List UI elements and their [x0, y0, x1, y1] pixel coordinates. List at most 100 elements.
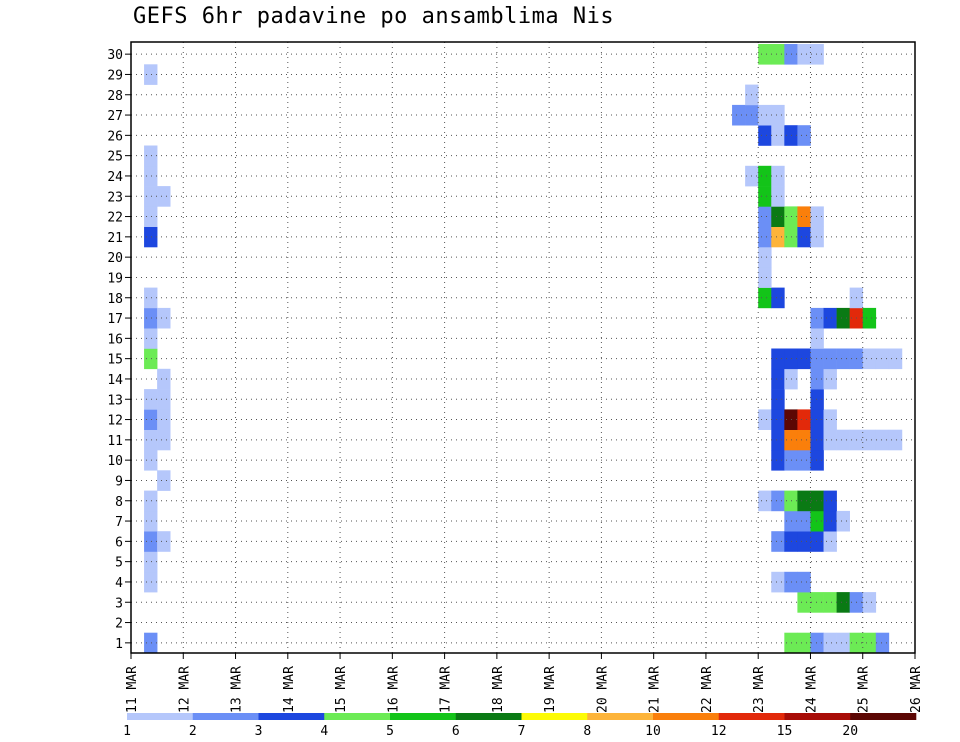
heatmap-cell	[144, 165, 158, 187]
heatmap-cell	[875, 632, 890, 654]
y-tick-label: 4	[115, 576, 123, 591]
heatmap-cell	[823, 632, 837, 654]
heatmap-cell	[810, 307, 824, 329]
y-tick-label: 16	[107, 332, 123, 347]
heatmap-cell	[144, 632, 158, 654]
x-tick-label: 22 MAR	[700, 666, 715, 713]
y-tick-label: 11	[107, 434, 123, 449]
heatmap-cell	[797, 531, 811, 552]
heatmap-cell	[144, 531, 158, 552]
heatmap-cell	[771, 226, 785, 248]
heatmap-cell	[758, 226, 772, 248]
legend-label: 7	[518, 724, 526, 739]
heatmap-cell	[810, 490, 824, 512]
heatmap-cell	[836, 510, 850, 532]
legend-label: 2	[189, 724, 197, 739]
y-tick-label: 8	[115, 495, 123, 510]
heatmap-cell	[797, 348, 811, 370]
y-tick-label: 19	[107, 271, 123, 286]
x-tick-label: 15 MAR	[334, 666, 349, 713]
y-tick-label: 7	[115, 515, 123, 530]
heatmap-cell	[758, 125, 772, 146]
heatmap-cell	[144, 226, 158, 248]
legend-swatch	[192, 713, 259, 720]
y-axis-ticks: 1234567891011121314151617181920212223242…	[107, 48, 131, 652]
heatmap-cell	[810, 368, 824, 390]
y-tick-label: 6	[115, 535, 123, 550]
heatmap-cell	[810, 348, 824, 370]
legend-label: 15	[777, 724, 793, 739]
heatmap-cell	[862, 632, 877, 654]
heatmap-cell	[797, 409, 811, 430]
heatmap-cell	[144, 307, 158, 329]
x-tick-label: 24 MAR	[804, 666, 819, 713]
heatmap-cell	[771, 450, 785, 471]
heatmap-cell	[810, 429, 824, 451]
heatmap-cell	[771, 368, 785, 390]
legend-swatch	[784, 713, 851, 720]
heatmap-cell	[810, 450, 824, 471]
y-tick-label: 3	[115, 596, 123, 611]
heatmap-cell	[771, 531, 785, 552]
legend-swatch	[718, 713, 785, 720]
y-tick-label: 5	[115, 556, 123, 571]
heatmap-cell	[823, 490, 837, 512]
x-tick-label: 11 MAR	[125, 666, 140, 713]
heatmap-cell	[157, 429, 171, 451]
y-tick-label: 1	[115, 637, 123, 652]
y-tick-label: 20	[107, 251, 123, 266]
y-tick-label: 2	[115, 617, 123, 632]
y-tick-label: 9	[115, 474, 123, 489]
legend-label: 4	[320, 724, 328, 739]
x-tick-label: 23 MAR	[752, 666, 767, 713]
legend-label: 3	[255, 724, 263, 739]
heatmap-cell	[144, 389, 158, 410]
heatmap-cell	[771, 165, 785, 187]
heatmap-cell	[810, 510, 824, 532]
heatmap-cell	[797, 206, 811, 227]
heatmap-cell	[862, 348, 877, 370]
heatmap-cell	[771, 186, 785, 207]
heatmap-cell	[144, 571, 158, 593]
heatmap-cell	[144, 409, 158, 430]
heatmap-cell	[836, 307, 850, 329]
y-tick-label: 12	[107, 414, 123, 429]
heatmap-cell	[810, 44, 824, 65]
legend-label: 8	[583, 724, 591, 739]
heatmap-cell	[836, 429, 850, 451]
heatmap-cell	[810, 328, 824, 349]
y-tick-label: 21	[107, 231, 123, 246]
legend-swatch	[455, 713, 522, 720]
legend-label: 6	[452, 724, 460, 739]
x-tick-label: 16 MAR	[386, 666, 401, 713]
heatmap-cell	[144, 64, 158, 85]
heatmap-cell	[823, 307, 837, 329]
heatmap-cell	[810, 226, 824, 248]
heatmap-cell	[758, 104, 772, 126]
legend-swatch	[390, 713, 457, 720]
heatmap-cell	[862, 592, 877, 613]
y-tick-label: 14	[107, 373, 123, 388]
plot-frame	[130, 41, 916, 654]
heatmap-cell	[823, 429, 837, 451]
x-tick-label: 12 MAR	[177, 666, 192, 713]
heatmap-cell	[797, 510, 811, 532]
heatmap-cell	[758, 267, 772, 288]
x-tick-label: 17 MAR	[439, 666, 454, 713]
heatmap-cell	[810, 592, 824, 613]
heatmap-cell	[797, 226, 811, 248]
legend-label: 10	[645, 724, 661, 739]
legend-swatch	[653, 713, 720, 720]
heatmap-cell	[771, 429, 785, 451]
heatmap-cell	[888, 429, 903, 451]
heatmap-cell	[157, 186, 171, 207]
heatmap-cell	[758, 165, 772, 187]
heatmap-cell	[758, 490, 772, 512]
y-tick-label: 10	[107, 454, 123, 469]
heatmap-cell	[771, 104, 785, 126]
heatmap-cell	[797, 450, 811, 471]
heatmap-cell	[144, 429, 158, 451]
heatmap-cell	[823, 409, 837, 430]
chart-title: GEFS 6hr padavine po ansamblima Nis	[133, 4, 615, 29]
heatmap-cell	[823, 348, 837, 370]
